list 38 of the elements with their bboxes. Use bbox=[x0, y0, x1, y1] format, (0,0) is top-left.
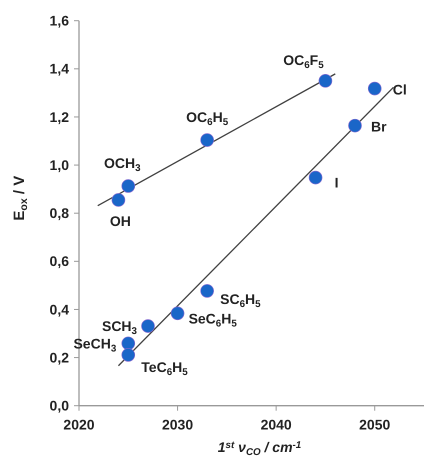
annotation: Br bbox=[371, 118, 388, 135]
y-tick-label: 0,8 bbox=[50, 205, 70, 222]
x-tick-label: 2020 bbox=[63, 416, 95, 433]
point bbox=[121, 348, 136, 362]
point bbox=[368, 82, 382, 96]
x-tick-label: 2050 bbox=[359, 416, 390, 433]
annotation: OCH$_{3}$ bbox=[104, 155, 142, 174]
annotation: I bbox=[334, 174, 338, 191]
point bbox=[141, 319, 155, 333]
annotation: OH bbox=[110, 212, 131, 229]
x-axis-title: 1$^{st}$ ν$_{CO}$ / cm$^{-1}$ bbox=[218, 439, 302, 458]
x-tick-label: 2040 bbox=[260, 416, 292, 433]
annotation: OC$_{6}$H$_{5}$ bbox=[186, 109, 229, 128]
point bbox=[308, 170, 322, 184]
point bbox=[348, 118, 362, 132]
point bbox=[121, 179, 136, 193]
y-tick-label: 0,6 bbox=[50, 253, 70, 270]
annotation: SC$_{6}$H$_{5}$ bbox=[220, 290, 262, 310]
y-tick-label: 1,6 bbox=[50, 12, 70, 29]
y-tick-label: 0,2 bbox=[50, 349, 70, 366]
point bbox=[170, 306, 184, 320]
y-tick-label: 0,0 bbox=[50, 398, 70, 414]
annotation: OC$_{6}$F$_{5}$ bbox=[283, 52, 324, 71]
point bbox=[121, 336, 136, 350]
y-tick-label: 1,2 bbox=[50, 108, 70, 125]
annotation: SeCH$_{3}$ bbox=[73, 335, 117, 354]
y-tick-label: 1,0 bbox=[50, 156, 70, 173]
annotation: SCH$_{3}$ bbox=[102, 318, 138, 338]
annotation: TeC$_{6}$H$_{5}$ bbox=[141, 358, 188, 378]
point bbox=[200, 133, 214, 147]
annotation: SeC$_{6}$H$_{5}$ bbox=[188, 310, 238, 330]
y-tick-label: 0,4 bbox=[50, 301, 70, 318]
y-tick-label: 1,4 bbox=[50, 60, 70, 77]
point bbox=[200, 284, 214, 298]
annotation: Cl bbox=[392, 82, 407, 98]
point bbox=[112, 193, 126, 207]
point bbox=[318, 74, 332, 88]
x-tick-label: 2030 bbox=[162, 416, 194, 433]
